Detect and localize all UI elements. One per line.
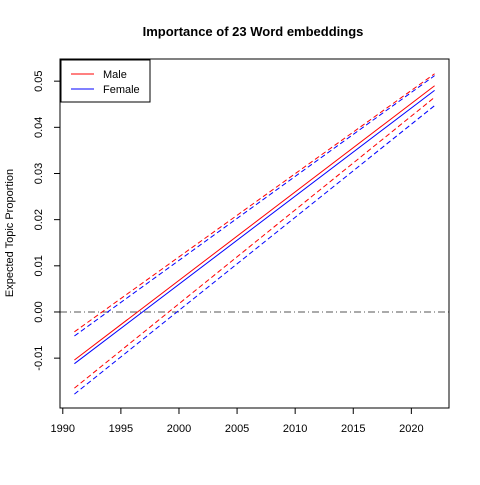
y-tick-label: 0.02 xyxy=(33,209,45,230)
plot-frame xyxy=(59,58,450,409)
x-tick-label: 2005 xyxy=(225,423,249,435)
series-female-upper-bound xyxy=(74,75,435,337)
y-tick-label: 0.05 xyxy=(33,70,45,91)
y-axis-label: Expected Topic Proportion xyxy=(4,169,16,297)
series-male-lower-bound xyxy=(74,96,435,389)
x-tick-label: 1990 xyxy=(51,423,75,435)
y-tick-label: -0.01 xyxy=(33,346,45,371)
x-tick-label: 2015 xyxy=(341,423,365,435)
y-tick-label: 0.04 xyxy=(33,117,45,138)
series-male-upper-bound xyxy=(74,73,435,333)
legend-box xyxy=(60,59,151,103)
series-female-mean-line xyxy=(74,89,435,365)
x-tick-label: 1995 xyxy=(109,423,133,435)
y-tick-label: 0.00 xyxy=(33,301,45,322)
x-tick-label: 2000 xyxy=(167,423,191,435)
legend-label-male: Male xyxy=(103,69,127,81)
y-tick-label: 0.01 xyxy=(33,255,45,276)
legend-label-female: Female xyxy=(103,84,140,96)
x-tick-label: 2010 xyxy=(283,423,307,435)
plot-area: 1990 1995 2000 2005 2010 2015 2020 -0.01 0.00 0.0… xyxy=(33,58,450,435)
x-tick-label: 2020 xyxy=(399,423,423,435)
series-female-lower-bound xyxy=(74,105,435,395)
chart-title: Importance of 23 Word embeddings xyxy=(143,24,364,39)
y-tick-label: 0.03 xyxy=(33,163,45,184)
series-male-mean-line xyxy=(74,85,435,361)
